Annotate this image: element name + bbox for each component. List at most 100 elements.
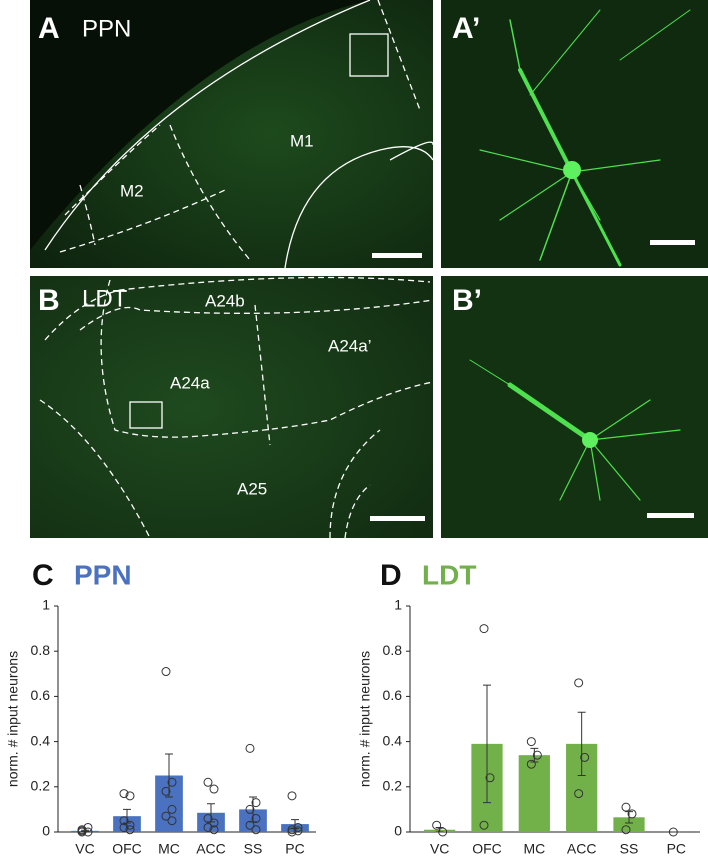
y-tick-label: 0.4 [383, 732, 403, 748]
panel-letter: A’ [452, 12, 480, 45]
y-axis-label: norm. # input neurons [5, 651, 21, 787]
data-point [621, 802, 631, 812]
boundary [79, 184, 96, 246]
panel-letter: D [380, 559, 402, 592]
x-tick-label: MC [158, 841, 180, 857]
soma [563, 161, 581, 179]
micrograph [441, 276, 708, 538]
x-tick-label: SS [620, 841, 639, 857]
scale-bar [370, 516, 425, 521]
data-point [167, 804, 177, 814]
data-point [287, 791, 297, 801]
y-tick-label: 0.8 [383, 642, 403, 658]
data-point [251, 798, 261, 808]
data-point [432, 820, 442, 830]
error-bar [165, 753, 173, 798]
data-point [125, 791, 135, 801]
x-tick-label: VC [75, 841, 94, 857]
x-tick-label: ACC [196, 841, 226, 857]
data-point [209, 825, 219, 835]
panel-letter: B [38, 284, 60, 317]
data-point [161, 667, 171, 677]
region-label: M2 [120, 181, 144, 200]
micrograph [30, 276, 433, 538]
x-tick-label: OFC [472, 841, 502, 857]
error-bar [207, 803, 215, 823]
panel-label: PPN [82, 15, 131, 42]
data-point [580, 752, 590, 762]
panel-letter: C [32, 559, 54, 592]
neuron [469, 359, 681, 501]
data-point [627, 809, 637, 819]
data-point [287, 827, 297, 837]
background [30, 0, 370, 250]
data-point [621, 825, 631, 835]
micrograph [441, 0, 708, 268]
data-point [167, 816, 177, 826]
boundary [39, 399, 151, 539]
error-bar [249, 796, 257, 823]
data-point [125, 820, 135, 830]
x-tick-label: PC [667, 841, 686, 857]
data-point [245, 743, 255, 753]
data-point [574, 678, 584, 688]
data-point [203, 813, 213, 823]
data-point [526, 759, 536, 769]
panel-a-prime: A’ [441, 0, 708, 268]
boundary [44, 276, 431, 341]
data-point [119, 816, 129, 826]
y-axis-label: norm. # input neurons [357, 651, 373, 787]
y-tick-label: 0.2 [31, 778, 51, 794]
boundary [344, 484, 371, 539]
boundary [329, 429, 381, 539]
error-bar [483, 684, 491, 804]
data-point [209, 784, 219, 794]
data-point [161, 811, 171, 821]
data-point [479, 624, 489, 634]
y-tick-label: 0.4 [31, 732, 51, 748]
data-point [83, 827, 93, 837]
y-tick-label: 0.6 [383, 687, 403, 703]
scale-bar [372, 253, 422, 258]
scale-bar [647, 513, 694, 518]
panel-b-prime: B’ [441, 276, 708, 538]
data-point [438, 827, 448, 837]
x-tick-label: PC [285, 841, 304, 857]
error-bar [577, 711, 586, 776]
data-point [125, 825, 135, 835]
boundary [100, 279, 434, 438]
data-point [245, 820, 255, 830]
y-tick-label: 0.8 [31, 642, 51, 658]
region-label: A24b [205, 291, 245, 310]
boundary [254, 304, 271, 446]
x-tick-label: ACC [567, 841, 597, 857]
x-tick-label: VC [430, 841, 449, 857]
data-point [119, 789, 129, 799]
soma [582, 432, 598, 448]
inset-box [129, 401, 163, 429]
panel-b: B LDT A24b A24a’ A24a A25 [30, 276, 434, 539]
data-point [485, 773, 495, 783]
bar [613, 817, 645, 832]
y-tick-label: 1 [42, 597, 50, 613]
scale-bar [650, 240, 695, 245]
neuron [479, 9, 691, 267]
boundary [389, 141, 434, 161]
data-point [203, 777, 213, 787]
y-tick-label: 0 [394, 823, 402, 839]
data-point [526, 737, 536, 747]
chart-title: PPN [74, 559, 132, 590]
data-point [574, 789, 584, 799]
y-tick-label: 0.2 [383, 778, 403, 794]
data-point [287, 825, 297, 835]
y-tick-label: 0.6 [31, 687, 51, 703]
data-point [167, 777, 177, 787]
data-point [77, 826, 87, 836]
region-label: M1 [290, 131, 314, 150]
data-point [479, 820, 489, 830]
x-tick-label: SS [244, 841, 263, 857]
data-point [119, 822, 129, 832]
data-point [209, 818, 219, 828]
boundary [284, 146, 434, 269]
boundary [59, 189, 226, 253]
